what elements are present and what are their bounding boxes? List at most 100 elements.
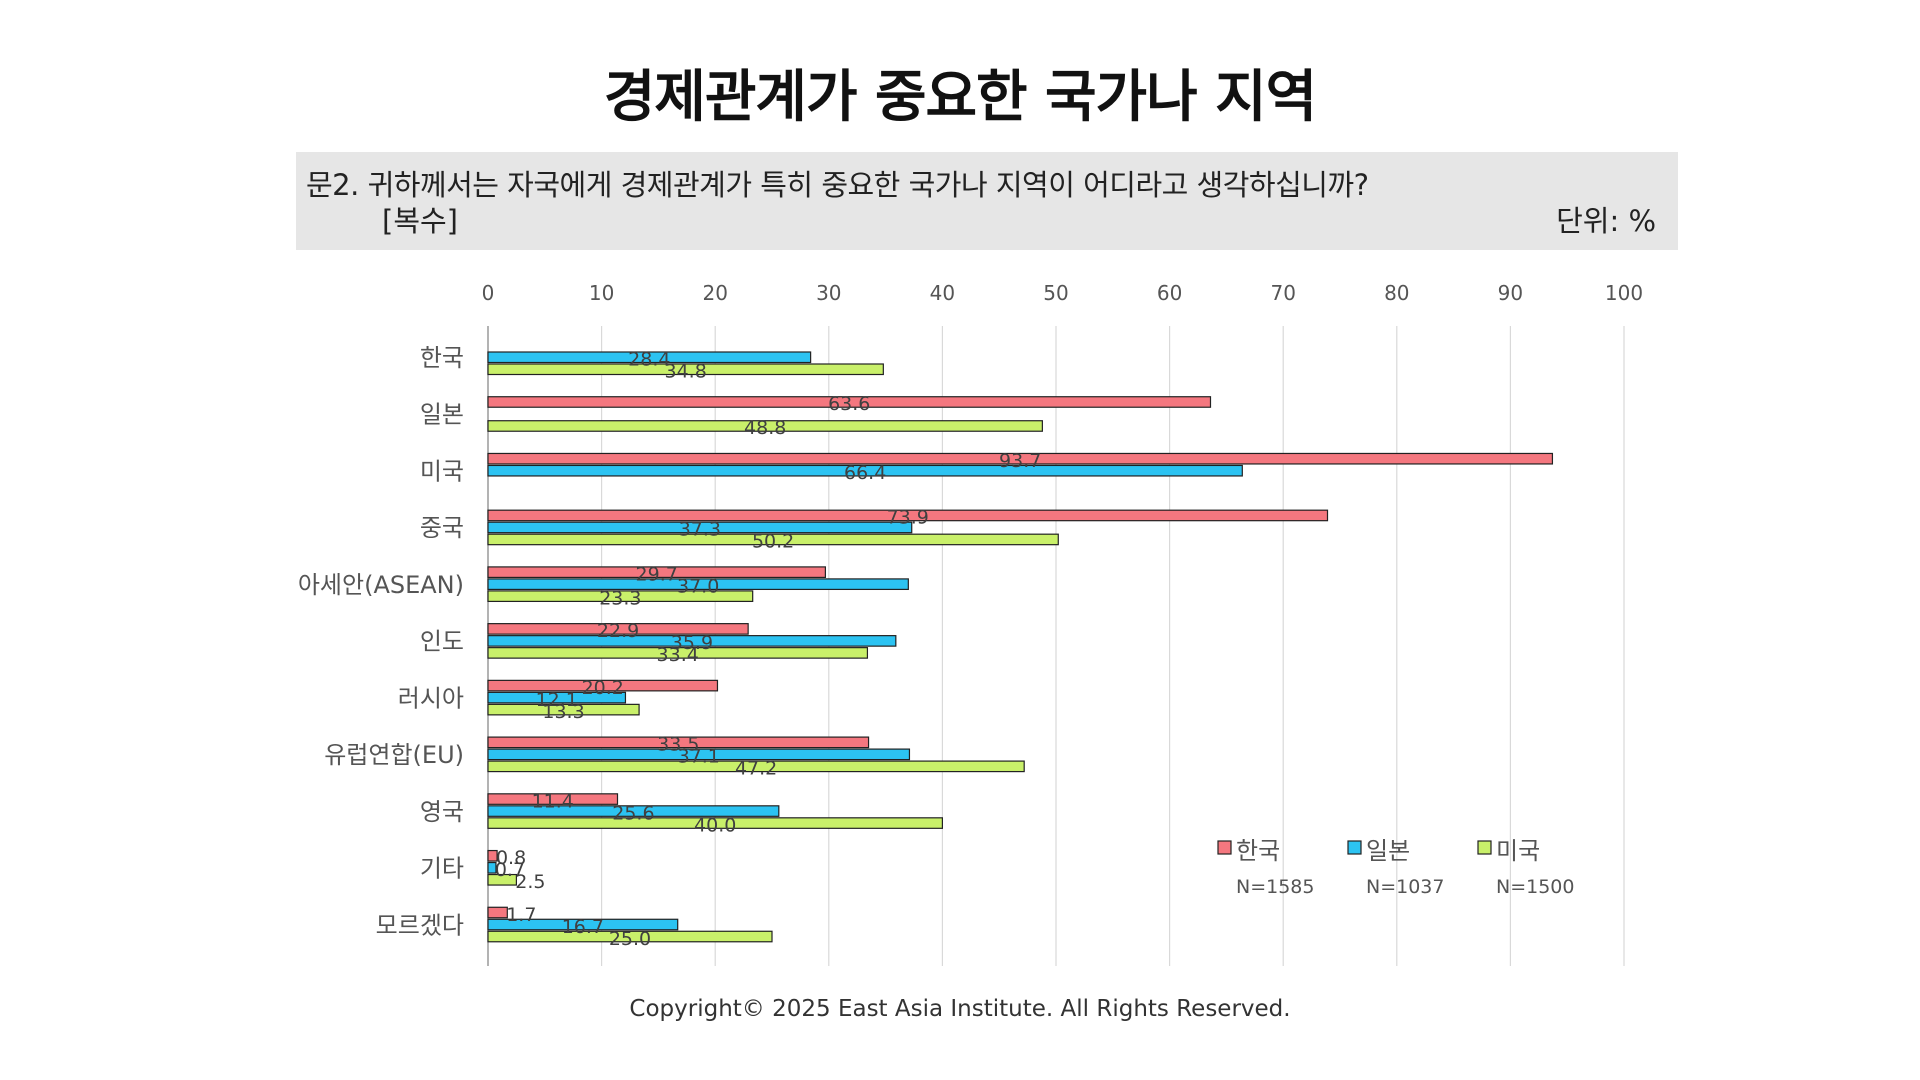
data-label: 40.0 (694, 814, 736, 836)
bar (487, 590, 754, 603)
category-label: 미국 (420, 457, 464, 485)
data-label: 33.5 (657, 734, 699, 756)
value-labels: 28.434.8 63.6 48.8 93.7 66.4 73.9 37.3 50.2 29.7… (495, 349, 1042, 950)
data-label: 0.7 (495, 859, 525, 881)
data-label: 33.4 (657, 644, 699, 666)
legend-swatch (1217, 840, 1232, 855)
bar (487, 578, 909, 591)
chart-title: 경제관계가 중요한 국가나 지역 (603, 65, 1317, 130)
data-label: 29.7 (636, 563, 678, 585)
bar (487, 849, 498, 862)
bar (487, 623, 749, 635)
legend-label: 미국 (1496, 837, 1540, 865)
bar (487, 396, 1212, 408)
data-label: 37.1 (678, 746, 720, 768)
data-label: 22.9 (597, 620, 639, 642)
category-label: 기타 (420, 855, 464, 883)
bar (487, 760, 1025, 773)
x-tick-label: 70 (1270, 281, 1295, 305)
bar (487, 452, 1554, 465)
bar (487, 793, 619, 805)
category-label: 러시아 (398, 684, 464, 712)
bar (487, 918, 679, 931)
bar (487, 817, 943, 829)
data-label: 0.8 (496, 847, 526, 869)
unit-label: 단위: % (1556, 204, 1656, 238)
bar (487, 930, 773, 943)
bar (487, 805, 780, 817)
bar (487, 509, 1329, 522)
bar (487, 566, 826, 579)
bar (487, 363, 884, 376)
category-label: 유럽연합(EU) (324, 741, 464, 769)
bar (487, 861, 497, 874)
legend-n-label: N=1500 (1496, 876, 1575, 898)
data-label: 73.9 (887, 507, 929, 529)
data-label: 48.8 (744, 417, 786, 439)
category-label: 중국 (420, 514, 464, 542)
data-label: 34.8 (665, 361, 707, 383)
legend: 한국 N=1585 일본 N=1037 미국 N=1500 (1217, 837, 1575, 898)
bar (487, 635, 897, 647)
x-tick-label: 100 (1605, 281, 1643, 305)
legend-label: 일본 (1366, 837, 1410, 865)
bar (487, 351, 812, 364)
legend-swatch (1347, 840, 1362, 855)
bar (487, 464, 1243, 477)
bar (487, 647, 869, 659)
category-label: 영국 (420, 798, 464, 826)
data-label: 28.4 (628, 349, 670, 371)
data-label: 1.7 (506, 904, 536, 926)
legend-swatch (1477, 840, 1492, 855)
data-label: 25.6 (612, 802, 654, 824)
bar (487, 748, 911, 761)
bar (487, 521, 913, 534)
question-note: [복수] (382, 204, 458, 238)
category-label: 모르겠다 (376, 911, 464, 939)
data-label: 2.5 (515, 871, 545, 893)
data-label: 16.7 (562, 916, 604, 938)
bar (487, 533, 1059, 546)
data-label: 66.4 (844, 462, 886, 484)
data-label: 47.2 (735, 758, 777, 780)
x-tick-label: 90 (1498, 281, 1523, 305)
category-label: 한국 (420, 344, 464, 372)
bar (487, 691, 627, 704)
x-tick-label: 50 (1043, 281, 1068, 305)
data-label: 20.2 (582, 677, 624, 699)
bar (487, 679, 719, 692)
data-label: 37.3 (679, 519, 721, 541)
category-label: 일본 (420, 401, 464, 429)
x-tick-label: 80 (1384, 281, 1409, 305)
data-label: 13.3 (542, 701, 584, 723)
legend-n-label: N=1585 (1236, 876, 1315, 898)
bar (487, 703, 640, 716)
bar (487, 736, 870, 749)
legend-n-label: N=1037 (1366, 876, 1445, 898)
bar (487, 906, 508, 919)
data-label: 12.1 (536, 689, 578, 711)
bar (487, 873, 517, 886)
data-label: 63.6 (828, 393, 870, 415)
x-tick-label: 20 (702, 281, 727, 305)
data-label: 35.9 (671, 632, 713, 654)
x-tick-label: 0 (482, 281, 495, 305)
x-tick-label: 10 (589, 281, 614, 305)
question-box: 문2. 귀하께서는 자국에게 경제관계가 특히 중요한 국가나 지역이 어디라고… (296, 152, 1678, 250)
bars (487, 351, 1554, 943)
question-text: 문2. 귀하께서는 자국에게 경제관계가 특히 중요한 국가나 지역이 어디라고… (306, 168, 1369, 202)
data-label: 37.0 (677, 575, 719, 597)
data-label: 11.4 (532, 790, 574, 812)
data-label: 50.2 (752, 531, 794, 553)
category-label: 아세안(ASEAN) (298, 571, 464, 599)
x-axis-ticks: 0 10 20 30 40 50 60 70 80 90 100 (482, 281, 1643, 305)
data-label: 23.3 (599, 587, 641, 609)
copyright-text: Copyright© 2025 East Asia Institute. All… (629, 996, 1291, 1022)
data-label: 93.7 (999, 450, 1041, 472)
x-tick-label: 30 (816, 281, 841, 305)
legend-label: 한국 (1236, 837, 1280, 865)
x-tick-label: 60 (1157, 281, 1182, 305)
category-label: 인도 (420, 628, 464, 656)
